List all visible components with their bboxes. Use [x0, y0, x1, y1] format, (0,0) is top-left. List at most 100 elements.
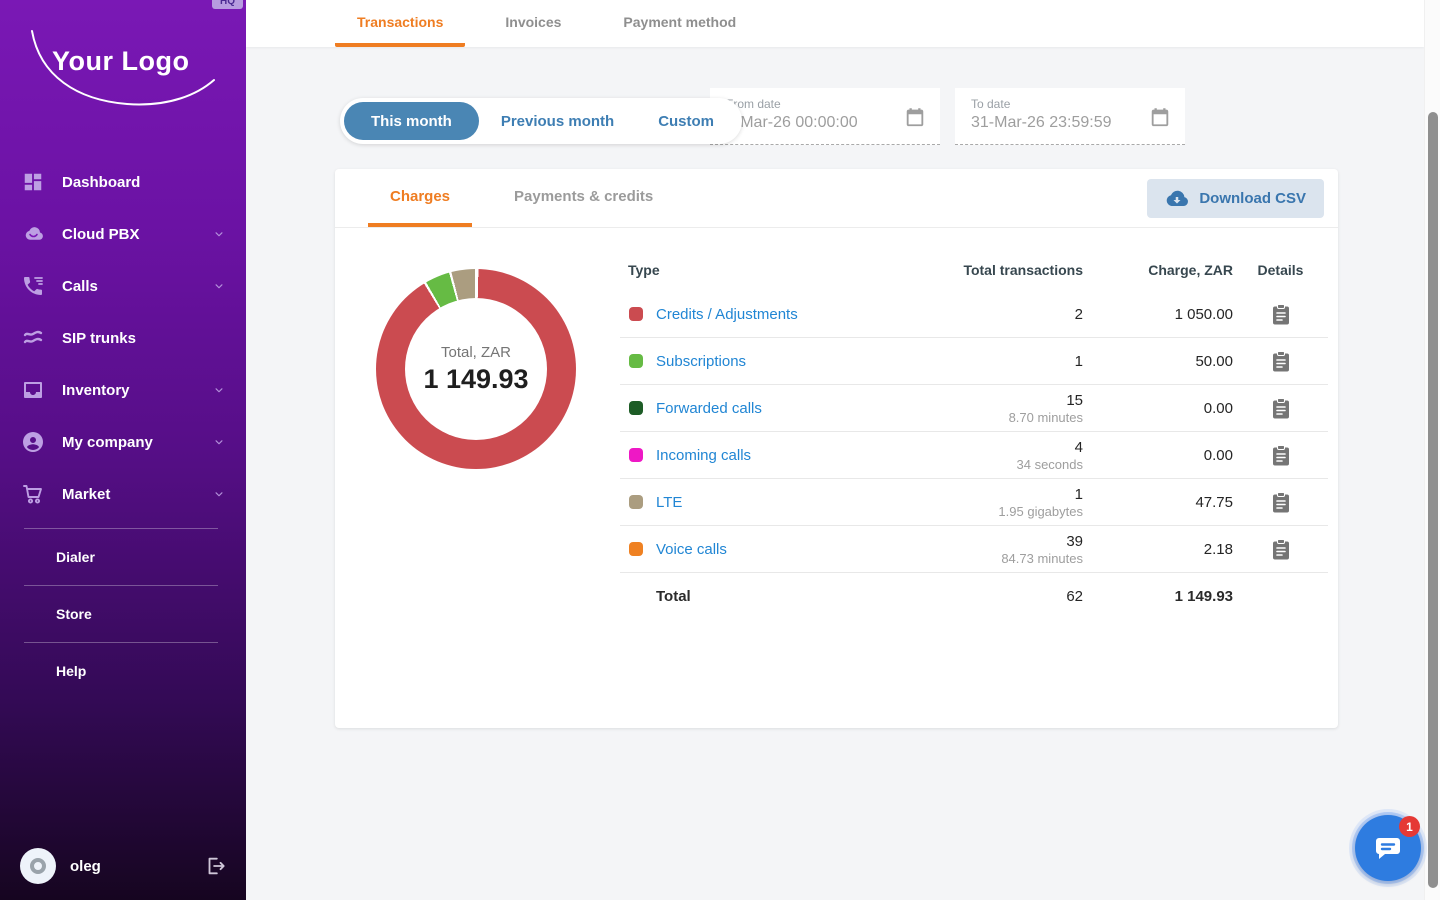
clipboard-icon — [1272, 398, 1290, 419]
phone-icon — [20, 273, 46, 299]
type-color-swatch — [629, 448, 643, 462]
sidebar-item-market[interactable]: Market — [0, 468, 246, 520]
transactions-count: 39 — [913, 533, 1083, 550]
to-date-label: To date — [971, 97, 1169, 111]
tab-payments-credits[interactable]: Payments & credits — [492, 169, 675, 227]
person-icon — [20, 429, 46, 455]
scrollbar-track[interactable] — [1424, 0, 1440, 900]
sidebar-item-my-company[interactable]: My company — [0, 416, 246, 468]
sidebar-item-label: Calls — [62, 278, 212, 295]
avatar[interactable] — [20, 848, 56, 884]
transactions-sub: 8.70 minutes — [913, 410, 1083, 425]
inventory-icon — [20, 377, 46, 403]
sidebar-item-store[interactable]: Store — [0, 594, 246, 634]
table-row: Credits / Adjustments 2 1 050.00 — [620, 291, 1328, 338]
clipboard-icon — [1272, 351, 1290, 372]
transactions-sub: 1.95 gigabytes — [913, 504, 1083, 519]
cloud-download-icon — [1165, 187, 1189, 211]
sidebar-item-label: Inventory — [62, 382, 212, 399]
sip-trunks-icon — [20, 325, 46, 351]
from-date-value: 1-Mar-26 00:00:00 — [726, 114, 924, 132]
logout-icon[interactable] — [204, 855, 226, 877]
clipboard-icon — [1272, 539, 1290, 560]
table-row: Voice calls 3984.73 minutes 2.18 — [620, 526, 1328, 573]
type-link[interactable]: Voice calls — [656, 541, 913, 558]
type-color-swatch — [629, 542, 643, 556]
range-previous-month[interactable]: Previous month — [479, 113, 636, 130]
cloud-icon — [20, 221, 46, 247]
donut-chart[interactable]: Total, ZAR 1 149.93 — [376, 269, 576, 469]
chat-unread-badge: 1 — [1399, 816, 1420, 837]
chevron-down-icon — [212, 383, 226, 397]
details-button[interactable] — [1233, 492, 1328, 513]
range-custom[interactable]: Custom — [636, 113, 736, 130]
clipboard-icon — [1272, 492, 1290, 513]
download-csv-button[interactable]: Download CSV — [1147, 179, 1324, 218]
sidebar-divider — [24, 528, 218, 529]
sidebar-item-label: SIP trunks — [62, 330, 226, 347]
tab-charges[interactable]: Charges — [368, 169, 472, 227]
table-row: Forwarded calls 158.70 minutes 0.00 — [620, 385, 1328, 432]
chevron-down-icon — [212, 279, 226, 293]
total-charge: 1 149.93 — [1083, 588, 1233, 605]
col-charge: Charge, ZAR — [1083, 262, 1233, 278]
table-row: Incoming calls 434 seconds 0.00 — [620, 432, 1328, 479]
total-label: Total — [656, 588, 913, 605]
avatar-ring — [30, 858, 46, 874]
col-details: Details — [1233, 262, 1328, 278]
chevron-down-icon — [212, 487, 226, 501]
charge-value: 47.75 — [1083, 494, 1233, 511]
clipboard-icon — [1272, 445, 1290, 466]
app-root: Your Logo Dashboard Cloud PBX C — [0, 0, 1440, 900]
sidebar-item-cloud-pbx[interactable]: Cloud PBX — [0, 208, 246, 260]
details-button[interactable] — [1233, 351, 1328, 372]
charge-value: 0.00 — [1083, 400, 1233, 417]
sidebar-item-dashboard[interactable]: Dashboard — [0, 156, 246, 208]
calendar-icon[interactable] — [1149, 106, 1171, 128]
calendar-icon[interactable] — [904, 106, 926, 128]
user-row: oleg — [0, 848, 246, 884]
tab-transactions[interactable]: Transactions — [335, 0, 465, 47]
scrollbar-thumb[interactable] — [1428, 112, 1438, 888]
details-button[interactable] — [1233, 539, 1328, 560]
sidebar-nav: Dashboard Cloud PBX Calls — [0, 156, 246, 691]
total-transactions: 62 — [913, 588, 1083, 605]
details-button[interactable] — [1233, 398, 1328, 419]
transactions-count: 4 — [913, 439, 1083, 456]
type-link[interactable]: Forwarded calls — [656, 400, 913, 417]
table-total-row: Total 62 1 149.93 — [620, 573, 1328, 619]
logo[interactable]: Your Logo — [0, 18, 246, 128]
col-type: Type — [620, 262, 913, 278]
clipboard-icon — [1272, 304, 1290, 325]
download-csv-label: Download CSV — [1199, 190, 1306, 207]
type-link[interactable]: Incoming calls — [656, 447, 913, 464]
sidebar-item-dialer[interactable]: Dialer — [0, 537, 246, 577]
details-button[interactable] — [1233, 304, 1328, 325]
details-button[interactable] — [1233, 445, 1328, 466]
to-date-value: 31-Mar-26 23:59:59 — [971, 114, 1169, 132]
type-link[interactable]: Credits / Adjustments — [656, 306, 913, 323]
chevron-down-icon — [212, 435, 226, 449]
transactions-count: 15 — [913, 392, 1083, 409]
sidebar-item-label: Market — [62, 486, 212, 503]
type-link[interactable]: Subscriptions — [656, 353, 913, 370]
sidebar-item-calls[interactable]: Calls — [0, 260, 246, 312]
sidebar-divider — [24, 585, 218, 586]
cart-icon — [20, 481, 46, 507]
table-row: Subscriptions 1 50.00 — [620, 338, 1328, 385]
table-row: LTE 11.95 gigabytes 47.75 — [620, 479, 1328, 526]
sidebar-item-help[interactable]: Help — [0, 651, 246, 691]
user-name: oleg — [70, 858, 204, 875]
from-date-field[interactable]: From date 1-Mar-26 00:00:00 — [710, 88, 940, 145]
sidebar-item-sip-trunks[interactable]: SIP trunks — [0, 312, 246, 364]
type-color-swatch — [629, 354, 643, 368]
sidebar-item-inventory[interactable]: Inventory — [0, 364, 246, 416]
range-this-month[interactable]: This month — [344, 102, 479, 140]
tab-invoices[interactable]: Invoices — [483, 0, 583, 47]
charge-value: 0.00 — [1083, 447, 1233, 464]
sidebar-item-label: Dashboard — [62, 174, 226, 191]
type-link[interactable]: LTE — [656, 494, 913, 511]
chevron-down-icon — [212, 227, 226, 241]
to-date-field[interactable]: To date 31-Mar-26 23:59:59 — [955, 88, 1185, 145]
tab-payment-method[interactable]: Payment method — [601, 0, 758, 47]
